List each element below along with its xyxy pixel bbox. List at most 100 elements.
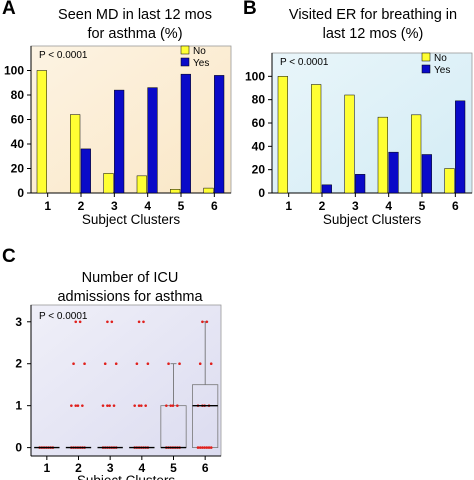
c-xtick-label: 4 bbox=[138, 461, 145, 475]
b-ytick-label: 20 bbox=[252, 163, 266, 177]
c-data-point bbox=[198, 362, 202, 366]
c-data-point bbox=[106, 404, 109, 407]
c-xtick-label: 6 bbox=[202, 461, 209, 475]
a-xtick-label: 5 bbox=[178, 199, 185, 213]
b-bar-no bbox=[444, 168, 455, 194]
a-legend-swatch-no bbox=[180, 45, 190, 55]
c-data-point bbox=[205, 446, 209, 449]
a-bar-yes bbox=[214, 75, 225, 194]
panel-a-title: Seen MD in last 12 mos for asthma (%) bbox=[30, 6, 240, 44]
panel-b-title-line2: last 12 mos (%) bbox=[322, 26, 424, 42]
c-data-point bbox=[165, 404, 168, 407]
panel-c-title-line2: admissions for asthma bbox=[57, 289, 203, 305]
a-legend-label-yes: Yes bbox=[193, 58, 209, 69]
c-data-point bbox=[74, 404, 78, 407]
c-data-point bbox=[133, 404, 136, 407]
b-bar-yes bbox=[388, 151, 399, 194]
c-plot-area bbox=[30, 304, 222, 457]
b-bar-yes bbox=[421, 154, 432, 194]
c-data-point bbox=[83, 362, 86, 366]
panel-a-letter: A bbox=[2, 0, 16, 19]
a-bar-no bbox=[103, 173, 114, 194]
b-legend-label-no: No bbox=[434, 53, 447, 64]
c-data-point bbox=[167, 362, 170, 366]
b-legend-swatch-yes bbox=[421, 64, 431, 74]
c-data-point bbox=[196, 446, 200, 449]
c-data-point bbox=[209, 446, 213, 449]
c-data-point bbox=[76, 404, 80, 407]
c-data-point bbox=[139, 404, 143, 407]
c-data-point bbox=[137, 404, 141, 407]
c-ytick-label: 0 bbox=[15, 441, 22, 455]
b-bar-yes bbox=[355, 174, 366, 194]
b-xtick-label: 2 bbox=[319, 199, 326, 213]
c-data-point bbox=[74, 320, 78, 324]
a-bar-yes bbox=[80, 148, 91, 194]
c-data-point bbox=[110, 320, 114, 324]
c-xtick-label: 1 bbox=[43, 461, 50, 475]
a-xtick-label: 6 bbox=[211, 199, 218, 213]
c-data-point bbox=[81, 404, 84, 407]
b-ytick-label: 80 bbox=[252, 93, 266, 107]
a-bar-yes bbox=[180, 73, 191, 194]
c-annotation: P < 0.0001 bbox=[39, 311, 88, 322]
c-xtick-label: 2 bbox=[75, 461, 82, 475]
a-ytick-label: 100 bbox=[4, 64, 24, 78]
a-ytick-label: 80 bbox=[11, 88, 25, 102]
c-ytick-label: 1 bbox=[15, 399, 22, 413]
c-data-point bbox=[169, 404, 173, 407]
a-bar-yes bbox=[114, 89, 125, 194]
a-xtick-label: 4 bbox=[144, 199, 151, 213]
a-bar-no bbox=[36, 70, 47, 194]
a-ytick-label: 20 bbox=[11, 162, 25, 176]
a-bar-no bbox=[203, 187, 214, 194]
panel-c-letter: C bbox=[2, 246, 16, 267]
a-xlabel: Subject Clusters bbox=[82, 212, 181, 227]
b-xtick-label: 4 bbox=[385, 199, 392, 213]
b-xtick-label: 5 bbox=[419, 199, 426, 213]
a-xtick-label: 3 bbox=[111, 199, 118, 213]
a-xtick-label: 2 bbox=[78, 199, 85, 213]
b-bar-no bbox=[411, 114, 422, 194]
c-data-point bbox=[114, 362, 118, 366]
a-plot-area bbox=[30, 45, 232, 194]
b-bar-no bbox=[377, 116, 388, 194]
b-xtick-label: 6 bbox=[452, 199, 459, 213]
b-ytick-label: 100 bbox=[245, 69, 265, 83]
a-xtick-label: 1 bbox=[44, 199, 51, 213]
a-legend-swatch-yes bbox=[180, 57, 190, 67]
c-data-point bbox=[142, 320, 145, 324]
panel-a-title-line1: Seen MD in last 12 mos bbox=[58, 7, 212, 23]
a-legend-label-no: No bbox=[193, 46, 206, 57]
b-annotation: P < 0.0001 bbox=[280, 57, 329, 68]
b-legend-swatch-no bbox=[421, 52, 431, 62]
b-xtick-label: 1 bbox=[285, 199, 292, 213]
b-xtick-label: 3 bbox=[352, 199, 359, 213]
c-data-point bbox=[70, 404, 73, 407]
b-bar-yes bbox=[455, 100, 466, 194]
a-ytick-label: 40 bbox=[11, 137, 25, 151]
c-data-point bbox=[207, 446, 211, 449]
c-data-point bbox=[201, 320, 204, 324]
a-bar-yes bbox=[147, 87, 158, 194]
panel-a-title-line2: for asthma (%) bbox=[87, 26, 183, 42]
panel-b-title: Visited ER for breathing in last 12 mos … bbox=[268, 6, 474, 44]
c-data-point bbox=[205, 320, 209, 324]
a-bar-no bbox=[136, 175, 147, 194]
panel-c-title-line1: Number of ICU bbox=[81, 270, 179, 286]
panel-c-title: Number of ICU admissions for asthma bbox=[30, 269, 230, 307]
a-bar-no bbox=[70, 114, 81, 194]
a-ytick-label: 0 bbox=[17, 186, 24, 200]
c-data-point bbox=[135, 362, 139, 366]
c-data-point bbox=[103, 362, 107, 366]
c-data-point bbox=[146, 362, 150, 366]
c-data-point bbox=[201, 446, 204, 449]
c-ytick-label: 3 bbox=[15, 315, 22, 329]
c-data-point bbox=[144, 404, 147, 407]
b-plot-area bbox=[271, 52, 473, 194]
b-bar-no bbox=[311, 84, 322, 194]
b-ytick-label: 60 bbox=[252, 116, 266, 130]
b-legend-label-yes: Yes bbox=[434, 65, 450, 76]
